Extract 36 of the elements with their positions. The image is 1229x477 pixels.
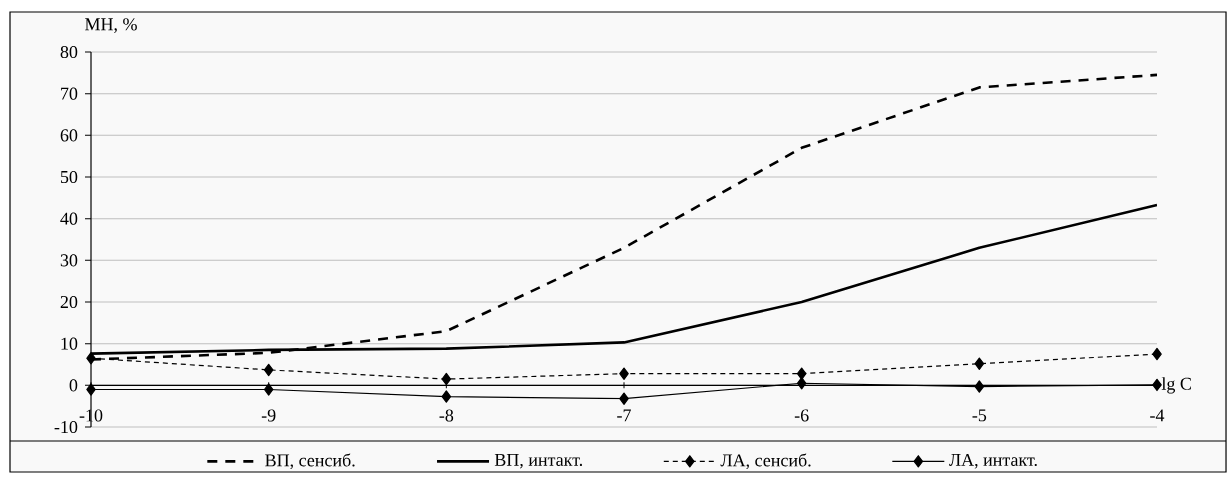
- point: [619, 367, 629, 380]
- point: [86, 383, 96, 396]
- x-tick-label: -8: [439, 409, 454, 422]
- x-tick-label: -4: [1150, 409, 1165, 422]
- y-tick-label: 60: [60, 129, 78, 142]
- y-tick-label: 40: [60, 212, 78, 225]
- x-axis-title: lg C: [1161, 377, 1191, 394]
- point: [86, 351, 96, 365]
- legend-label: ВП, сенсиб.: [265, 453, 355, 469]
- y-tick-label: 0: [69, 379, 78, 392]
- x-tick-label: -6: [794, 409, 809, 422]
- legend-label: ВП, интакт.: [494, 453, 583, 469]
- y-tick-label: 10: [61, 337, 78, 350]
- x-tick-label: -5: [972, 409, 987, 422]
- y-tick-label: 80: [60, 45, 78, 58]
- point: [441, 372, 452, 386]
- point: [974, 357, 985, 370]
- legend-label: ЛА, интакт.: [949, 453, 1037, 469]
- point: [619, 392, 629, 405]
- x-tick-label: -9: [261, 409, 276, 422]
- point: [974, 380, 985, 393]
- y-tick-label: 50: [60, 170, 78, 183]
- legend-label: ЛА, сенсиб.: [720, 453, 811, 469]
- y-axis-title: МН, %: [85, 18, 137, 33]
- point: [796, 367, 807, 380]
- y-tick-label: 20: [60, 295, 78, 308]
- x-tick-label: -7: [617, 409, 631, 422]
- point: [263, 363, 274, 376]
- point: [441, 390, 452, 403]
- point: [796, 376, 807, 390]
- point: [1152, 347, 1162, 361]
- point: [263, 383, 274, 396]
- point: [1152, 378, 1162, 391]
- y-tick-label: -10: [54, 420, 78, 433]
- y-tick-label: 30: [60, 254, 78, 267]
- y-tick-label: 70: [61, 87, 78, 100]
